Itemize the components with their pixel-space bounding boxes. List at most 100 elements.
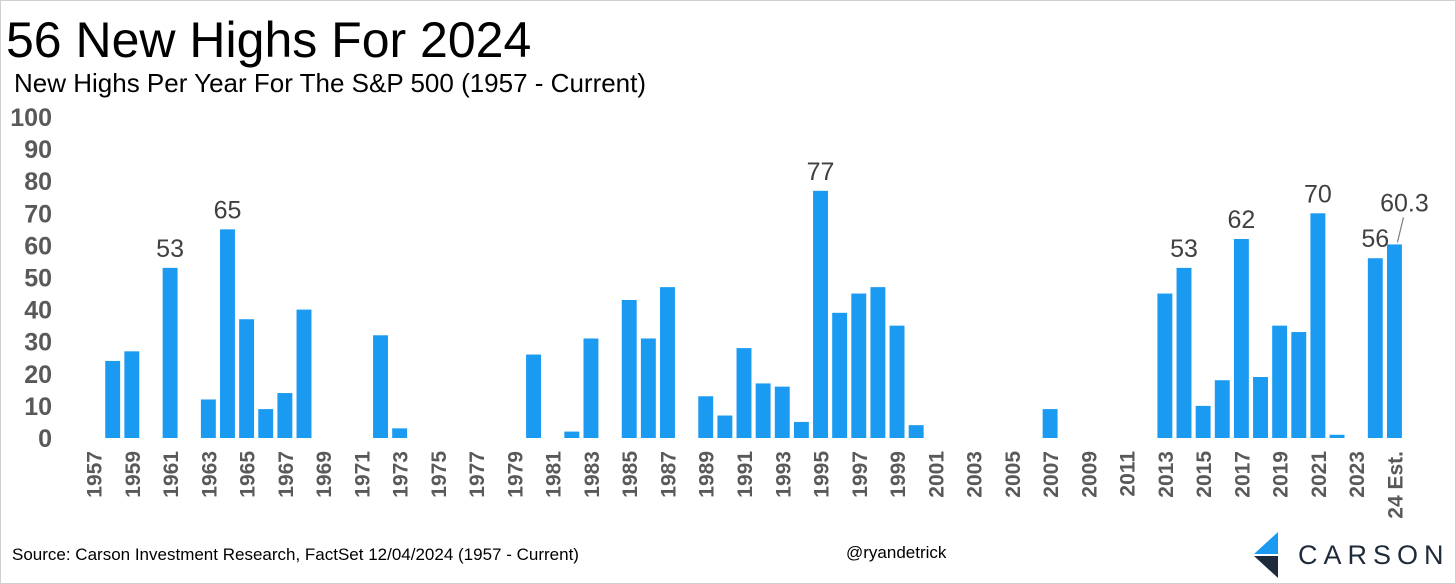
bar-24-est-	[1386, 244, 1402, 438]
x-tick-label: 1979	[504, 451, 527, 498]
y-tick-label: 80	[24, 168, 52, 196]
y-tick-label: 0	[38, 425, 52, 453]
chart-subtitle: New Highs Per Year For The S&P 500 (1957…	[14, 68, 647, 98]
bar-1967	[277, 393, 293, 438]
bars	[105, 190, 1402, 438]
x-tick-label: 2023	[1346, 451, 1369, 498]
x-tick-label: 1989	[696, 451, 719, 498]
bar-1983	[583, 338, 599, 438]
bar-1996	[832, 312, 848, 438]
bar-2007	[1042, 409, 1058, 438]
x-tick-label: 1995	[811, 451, 834, 498]
logo-text: CARSON	[1298, 540, 1450, 570]
bar-2017	[1233, 238, 1249, 438]
x-tick-label: 1965	[237, 451, 260, 498]
bar-1991	[736, 348, 752, 438]
bar-1963	[200, 399, 216, 438]
bar-1958	[105, 360, 121, 438]
data-label: 53	[1170, 235, 1198, 263]
y-tick-label: 20	[24, 361, 52, 389]
bar-2000	[908, 425, 924, 438]
x-tick-label: 24 Est.	[1384, 451, 1407, 519]
data-label-leader-line	[1396, 217, 1405, 243]
data-label: 65	[214, 196, 242, 224]
y-tick-label: 90	[24, 136, 52, 164]
bar-1989	[698, 396, 714, 438]
y-tick-label: 30	[24, 329, 52, 357]
x-tick-label: 2015	[1193, 451, 1216, 498]
bar-1959	[124, 351, 140, 438]
bar-1972	[373, 335, 388, 438]
x-tick-label: 1993	[772, 451, 795, 498]
x-tick-label: 1987	[657, 451, 680, 498]
x-tick-label: 2005	[1002, 451, 1025, 498]
x-tick-label: 2011	[1117, 451, 1140, 497]
bar-2020	[1291, 332, 1307, 438]
bar-2014	[1176, 267, 1192, 438]
bar-1997	[851, 293, 867, 438]
bar-2016	[1214, 380, 1230, 438]
x-tick-label: 1957	[84, 451, 107, 498]
author-handle: @ryandetrick	[846, 543, 947, 562]
bar-2024	[1367, 258, 1383, 438]
x-tick-label: 1975	[428, 451, 451, 498]
y-axis: 0 10 20 30 40 50 60 70 80 90 100	[10, 104, 52, 453]
bar-2022	[1329, 434, 1345, 438]
y-tick-label: 60	[24, 232, 52, 260]
bar-1985	[621, 299, 637, 438]
bar-1993	[774, 386, 790, 438]
x-tick-label: 1983	[581, 451, 604, 498]
x-tick-label: 2003	[964, 451, 987, 498]
carson-logo: CARSON	[1248, 530, 1448, 580]
bar-2019	[1272, 325, 1288, 438]
data-label: 56	[1361, 225, 1389, 253]
bar-2013	[1157, 293, 1173, 438]
x-tick-label: 2017	[1231, 451, 1254, 498]
bar-1986	[640, 338, 656, 438]
y-tick-label: 40	[24, 297, 52, 325]
bar-1990	[717, 415, 733, 438]
bar-1994	[793, 421, 809, 438]
x-tick-label: 1967	[275, 451, 298, 498]
x-tick-label: 1969	[313, 451, 336, 498]
x-tick-label: 1985	[619, 451, 642, 498]
bar-1998	[870, 287, 886, 438]
x-tick-label: 2019	[1270, 451, 1293, 498]
bar-1992	[755, 383, 771, 438]
x-tick-label: 1959	[122, 451, 145, 498]
x-tick-label: 1973	[390, 451, 413, 498]
x-tick-label: 1961	[160, 451, 183, 498]
x-tick-label: 1981	[543, 451, 566, 498]
bar-1980	[526, 354, 542, 438]
bar-1995	[813, 190, 828, 438]
x-tick-label: 2021	[1308, 451, 1331, 498]
y-tick-label: 70	[24, 200, 52, 228]
data-label: 62	[1227, 206, 1255, 234]
bar-1965	[239, 319, 255, 438]
bar-2015	[1195, 405, 1211, 438]
x-tick-label: 1999	[887, 451, 910, 498]
x-tick-label: 1997	[849, 451, 872, 498]
data-label: 60.3	[1380, 189, 1429, 217]
x-tick-label: 1977	[466, 451, 489, 498]
bar-1987	[660, 287, 675, 438]
source-note: Source: Carson Investment Research, Fact…	[12, 545, 579, 564]
data-label: 53	[156, 235, 184, 263]
carson-logo-icon	[1254, 532, 1278, 578]
data-label: 70	[1304, 180, 1332, 208]
x-axis: 1957 1959 1961 1963 1965 1967 1969 1971 1973 1975…	[84, 451, 1408, 519]
y-tick-label: 50	[24, 265, 52, 293]
bar-2021	[1310, 213, 1326, 438]
x-tick-label: 2009	[1078, 451, 1101, 498]
x-tick-label: 2001	[925, 451, 948, 498]
bar-1964	[220, 229, 235, 438]
bar-1982	[564, 431, 580, 438]
x-tick-label: 1963	[198, 451, 221, 498]
bar-1961	[162, 267, 178, 438]
bar-2018	[1253, 377, 1268, 438]
data-label: 77	[807, 158, 835, 186]
data-labels: 53 65 77 53 62 70 56 60.3	[156, 158, 1429, 263]
bar-1966	[258, 409, 274, 438]
